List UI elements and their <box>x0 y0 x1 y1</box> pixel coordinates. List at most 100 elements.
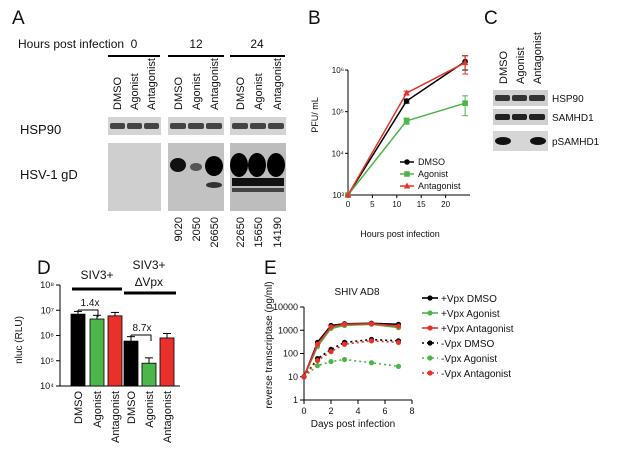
panel-d-chart: 10⁴ 10⁵ 10⁶ 10⁷ 10⁸ DMSO Agonist Antagonist DMS… <box>14 258 180 443</box>
lane-label: Agonist <box>253 73 265 110</box>
hsp90-bands <box>110 123 284 129</box>
lane-label: Antagonist <box>272 58 284 110</box>
gd-bands <box>170 153 285 192</box>
e-point <box>341 341 348 347</box>
e-xtick: 6 <box>382 406 387 416</box>
e-ytick: 1 <box>293 395 298 405</box>
b-xtick: 15 <box>417 200 426 209</box>
quant-value: 2050 <box>191 217 203 241</box>
c-row-label: pSAMHD1 <box>552 137 600 148</box>
e-legend-label: +Vpx Agonist <box>441 309 500 320</box>
d-annotation: 1.4x <box>81 298 100 309</box>
panel-label-a: A <box>12 8 25 29</box>
b-point <box>344 191 352 198</box>
b-xtick: 0 <box>346 200 351 209</box>
c-row-label: SAMHD1 <box>552 113 594 124</box>
e-ytick: 10000 <box>273 302 298 312</box>
e-legend-label: -Vpx DMSO <box>441 339 495 350</box>
d-group-label: SIV3+ <box>132 258 165 272</box>
e-ytick: 100 <box>283 349 298 359</box>
e-xtick: 4 <box>355 406 360 416</box>
e-legend-label: -Vpx Agonist <box>441 354 497 365</box>
e-point <box>314 363 321 369</box>
quant-value: 9020 <box>173 217 185 241</box>
e-point <box>368 338 375 344</box>
e-point <box>328 324 334 330</box>
e-point <box>341 356 348 363</box>
e-legend-label: +Vpx DMSO <box>441 294 497 305</box>
e-ytick: 10 <box>288 372 298 382</box>
d-bar <box>123 340 139 387</box>
d-group-label: ∆Vpx <box>135 275 163 289</box>
e-xtick: 2 <box>328 406 333 416</box>
b-xtick: 5 <box>370 200 375 209</box>
timepoint-label: 0 <box>131 37 138 51</box>
b-ylabel: PFU/ mL <box>310 97 320 133</box>
e-point <box>395 363 402 369</box>
e-point <box>395 339 402 346</box>
blot-gd-t12 <box>168 143 224 211</box>
e-series-line <box>303 323 399 378</box>
d-ylabel: nluc (RLU) <box>14 316 25 364</box>
lane-label: Agonist <box>191 73 203 110</box>
d-category: DMSO <box>126 391 138 424</box>
lane-label: Agonist <box>129 73 141 110</box>
panel-label-e: E <box>264 258 277 279</box>
b-xtick: 10 <box>392 200 401 209</box>
e-title: SHIV AD8 <box>334 287 379 298</box>
e-legend-label: -Vpx Antagonist <box>441 369 511 380</box>
timepoint-label: 24 <box>250 37 264 51</box>
b-point <box>461 59 469 66</box>
d-category: Antagonist <box>110 391 122 443</box>
e-ylabel: reverse transcriptase (pg/ml) <box>264 281 275 408</box>
lane-label: DMSO <box>112 77 124 110</box>
e-xlabel: Days post infection <box>311 419 396 430</box>
b-point <box>403 89 410 96</box>
e-xtick: 8 <box>409 406 414 416</box>
b-point <box>403 98 410 104</box>
d-ytick: 10⁵ <box>40 356 54 366</box>
d-ytick: 10⁶ <box>40 331 54 341</box>
d-ytick: 10⁸ <box>40 280 54 290</box>
d-category: Antagonist <box>162 391 174 443</box>
b-ytick: 10⁵ <box>332 108 344 117</box>
row-label-hsv1-gd: HSV-1 gD <box>20 167 78 182</box>
c-lane-label: Antagonist <box>532 32 544 84</box>
e-point <box>314 357 321 364</box>
quant-value: 22650 <box>235 217 247 248</box>
e-ytick: 1000 <box>278 325 298 335</box>
panel-label-b: B <box>308 8 321 29</box>
hours-post-infection-label: Hours post infection <box>18 37 124 51</box>
d-category: DMSO <box>73 391 85 424</box>
d-annotation: 8.7x <box>133 323 152 334</box>
quant-value: 26650 <box>209 217 221 248</box>
e-xtick: 0 <box>301 406 306 416</box>
d-group-label: SIV3+ <box>80 268 113 282</box>
d-bar <box>70 313 86 387</box>
b-legend-label: DMSO <box>418 157 445 167</box>
lane-label: DMSO <box>235 77 247 110</box>
e-series-line <box>303 322 399 378</box>
timepoint-label: 12 <box>189 37 203 51</box>
c-lane-label: DMSO <box>498 51 510 84</box>
d-bar <box>107 315 123 387</box>
e-series-line <box>303 322 399 378</box>
d-bar <box>159 337 175 387</box>
e-point <box>314 341 321 347</box>
e-point <box>328 349 334 355</box>
c-lane-label: Agonist <box>515 47 527 84</box>
b-point <box>403 118 410 124</box>
lane-label: DMSO <box>173 77 185 110</box>
e-point <box>328 358 334 365</box>
b-ytick: 10³ <box>332 191 344 200</box>
panel-label-d: D <box>37 258 51 279</box>
blot-c-psamhd1 <box>493 131 548 151</box>
e-point <box>368 321 375 327</box>
quant-value: 15650 <box>253 217 265 248</box>
panel-label-c: C <box>484 8 498 29</box>
panel-b-chart: 10³ 10⁴ 10⁵ 10⁶ 0 5 10 15 20 DMSO Agonist Antagoni… <box>310 55 470 239</box>
b-legend-label: Antagonist <box>418 181 461 191</box>
d-bar <box>89 318 105 387</box>
quant-value: 14190 <box>272 217 284 248</box>
row-label-hsp90: HSP90 <box>20 122 61 137</box>
